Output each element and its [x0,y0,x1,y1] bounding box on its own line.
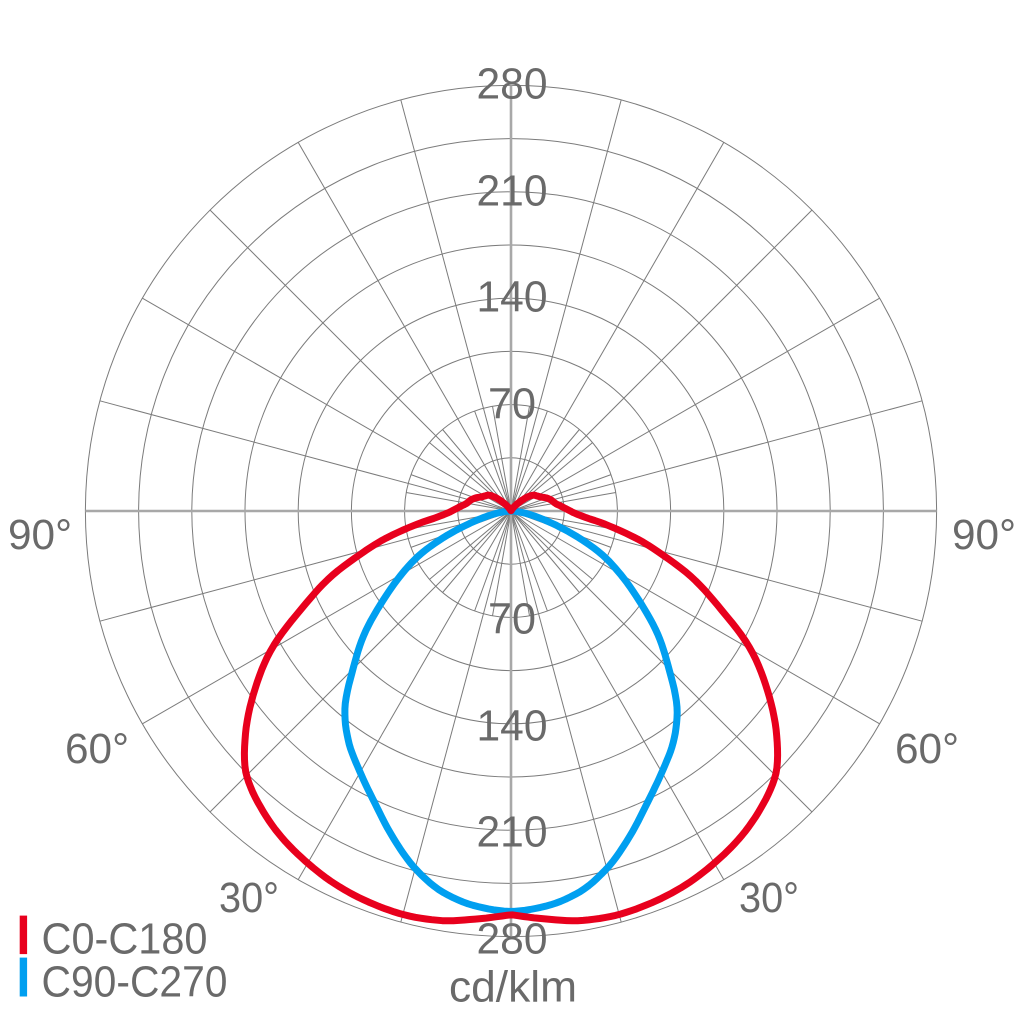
svg-text:90°: 90° [952,511,1016,559]
svg-text:90°: 90° [8,511,72,559]
svg-text:210: 210 [477,808,548,857]
svg-text:cd/klm: cd/klm [449,963,577,1012]
svg-text:C90-C270: C90-C270 [42,959,228,1007]
svg-text:280: 280 [477,60,548,109]
svg-text:30°: 30° [739,874,799,922]
svg-text:140: 140 [477,702,548,751]
svg-text:60°: 60° [895,725,959,773]
svg-text:30°: 30° [219,874,279,922]
svg-text:280: 280 [477,915,548,964]
svg-text:60°: 60° [65,725,129,773]
svg-text:C0-C180: C0-C180 [42,916,208,964]
svg-text:70: 70 [488,380,536,429]
svg-text:210: 210 [477,167,548,216]
svg-text:140: 140 [477,273,548,322]
svg-text:70: 70 [488,595,536,644]
